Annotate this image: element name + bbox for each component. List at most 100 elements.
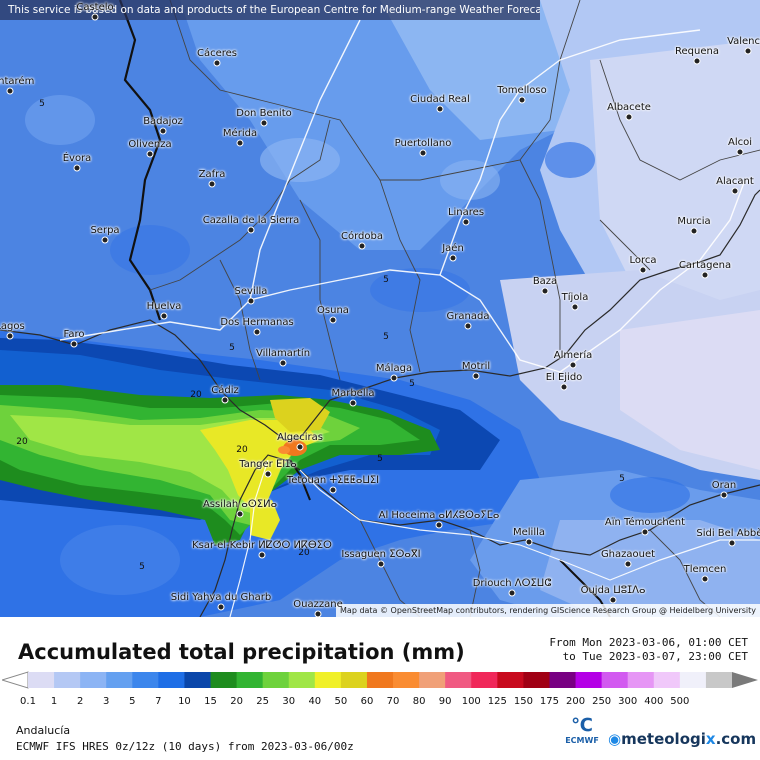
city-marker-icon [625,113,633,121]
contour-label: 5 [409,379,415,389]
city-marker-icon [258,551,266,559]
city-marker-icon [70,340,78,348]
contour-label: 20 [190,390,202,400]
city-marker-icon [449,254,457,262]
scale-swatch [158,672,185,688]
city-marker-icon [728,539,736,547]
scale-tick-label: 200 [566,696,586,707]
city-label: Badajoz [143,116,183,127]
scale-swatch [106,672,133,688]
city-marker-icon [436,105,444,113]
city-label: Melilla [512,527,546,538]
scale-tick-label: 250 [592,696,612,707]
city-label: Cartagena [678,260,732,271]
city-marker-icon [260,119,268,127]
city-marker-icon [508,589,516,597]
contour-label: 5 [139,562,145,572]
city-marker-icon [390,374,398,382]
meteologix-logo-text: meteologi [621,730,706,748]
contour-label: 20 [236,445,248,455]
city-marker-icon [213,59,221,67]
contour-label: 5 [229,343,235,353]
city-label: Don Benito [236,108,292,119]
city-marker-icon [236,510,244,518]
city-label: Sidi Yahya du Gharb [170,592,272,603]
city-label: Málaga [375,363,413,374]
city-label: Murcia [677,216,711,227]
city-label: Sevilla [234,286,268,297]
city-label: Faro [63,329,85,340]
scale-tick-label: 10 [178,696,191,707]
city-marker-icon [462,218,470,226]
city-marker-icon [217,603,225,611]
city-marker-icon [358,242,366,250]
scale-swatch [236,672,264,688]
city-label: Al Hoceima ⴰⵍⵃⵓⵙⴰⵢⵎⴰ [378,510,500,521]
city-marker-icon [464,322,472,330]
city-label: Aïn Témouchent [604,517,686,528]
scale-swatch [80,672,107,688]
city-marker-icon [541,287,549,295]
scale-swatch [497,672,524,688]
city-marker-icon [639,266,647,274]
city-label: Osuna [317,305,349,316]
scale-swatch [210,672,238,688]
city-label: Puertollano [394,138,452,149]
scale-swatch [627,672,655,688]
scale-swatch [28,672,55,688]
map-attribution[interactable]: Map data © OpenStreetMap contributors, r… [336,604,760,617]
city-label: Motril [461,361,491,372]
city-marker-icon [101,236,109,244]
city-label: Cádiz [211,385,239,396]
city-marker-icon [221,396,229,404]
city-label: Tlemcen [683,564,727,575]
city-label: Algeciras [277,432,323,443]
city-label: Lorca [629,255,657,266]
city-marker-icon [314,610,322,617]
city-marker-icon [296,443,304,451]
scale-tick-label: 100 [461,696,481,707]
meteologix-logo-icon: ◉ [608,730,622,748]
city-marker-icon [146,150,154,158]
city-label: Tomelloso [497,85,547,96]
city-marker-icon [159,127,167,135]
scale-tick-label: 40 [308,696,322,707]
city-marker-icon [279,359,287,367]
city-marker-icon [329,316,337,324]
city-marker-icon [6,87,14,95]
map-canvas [0,0,760,617]
city-label: Santarém [0,76,35,87]
city-label: Castelo [76,2,114,13]
meteologix-logo-x: x [705,730,716,748]
city-label: Dos Hermanas [220,317,294,328]
scale-swatch [523,672,550,688]
city-label: Zafra [198,169,226,180]
scale-tick-label: 400 [644,696,664,707]
meteologix-logo[interactable]: ◉meteologix.com [608,730,756,748]
city-label: Lagos [0,321,25,332]
city-label: Córdoba [341,231,383,242]
city-marker-icon [525,538,533,546]
period-from: From Mon 2023-03-06, 01:00 CET [549,636,748,649]
scale-swatch [54,672,81,688]
city-label: Ciudad Real [410,94,470,105]
scale-tick-label: 25 [256,696,270,707]
city-label: Valencia [727,36,760,47]
contour-label: 5 [383,275,389,285]
scale-swatch [679,672,707,688]
period-to: to Tue 2023-03-07, 23:00 CET [562,650,748,663]
city-label: Baza [532,276,558,287]
precipitation-map[interactable]: This service is based on data and produc… [0,0,760,617]
city-marker-icon [693,57,701,65]
scale-tick-label: 1 [50,696,58,707]
city-marker-icon [701,575,709,583]
city-label: Alcoi [727,137,753,148]
scale-tick-label: 50 [334,696,348,707]
scale-swatch [601,672,629,688]
city-label: Marbella [331,388,375,399]
city-label: Almería [553,350,593,361]
city-marker-icon [377,560,385,568]
city-marker-icon [624,560,632,568]
attribution-banner: This service is based on data and produc… [0,0,540,20]
scale-max-arrow [732,672,758,688]
